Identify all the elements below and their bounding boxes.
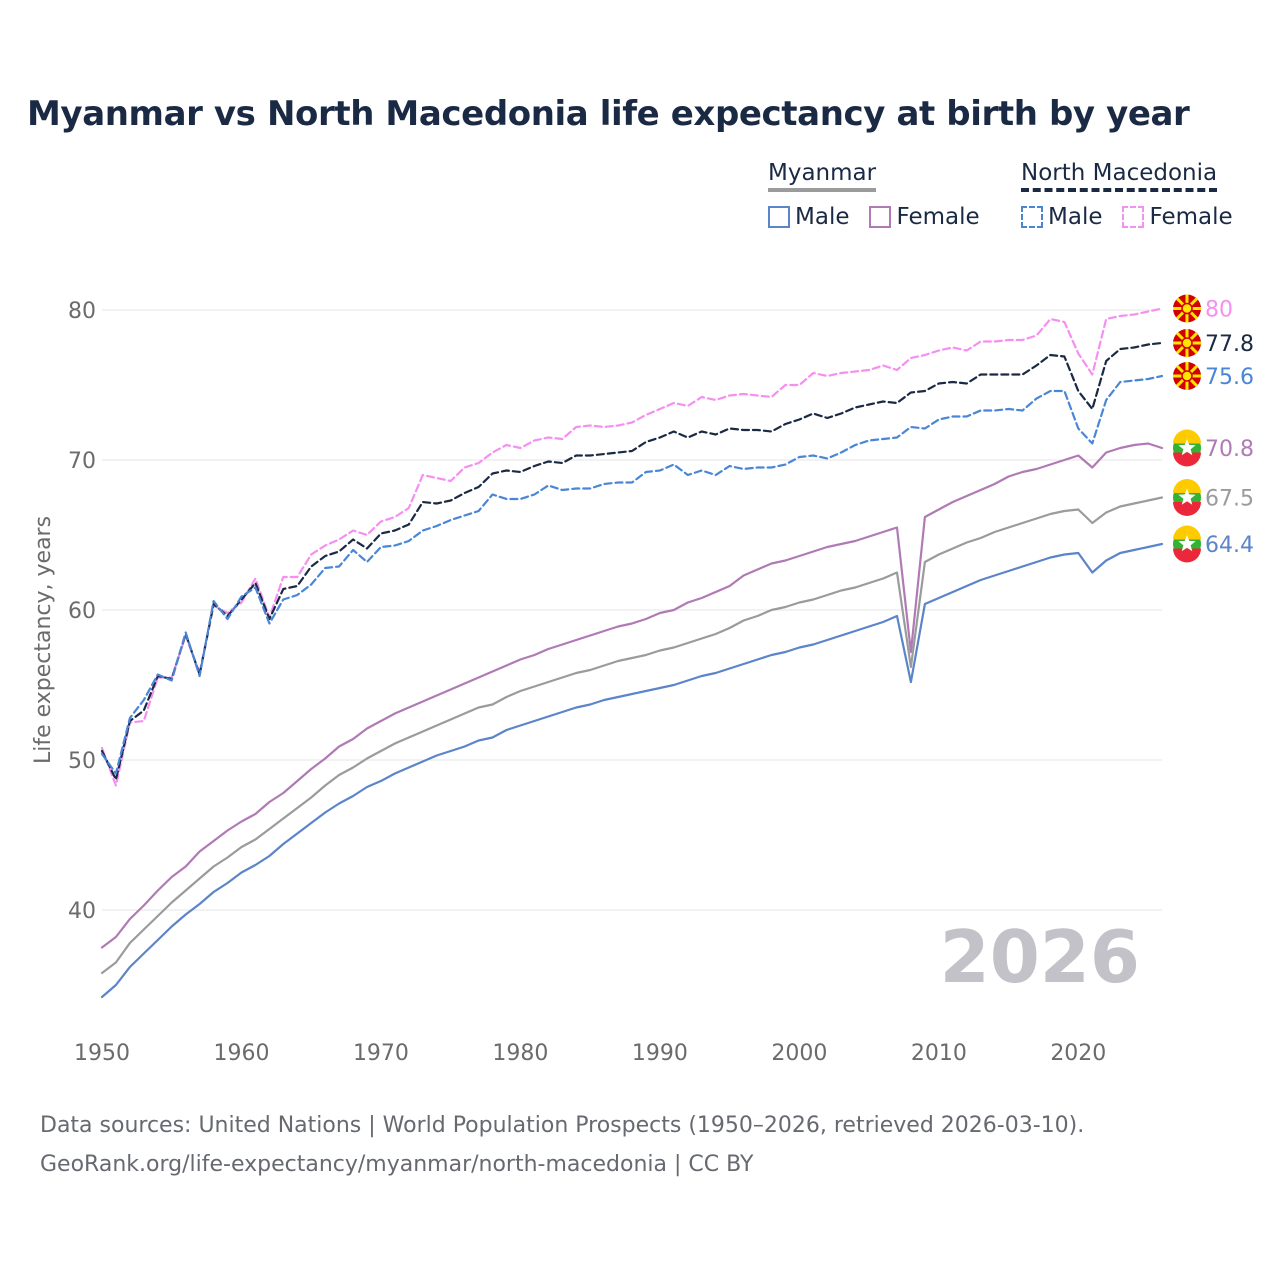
legend-myanmar-female[interactable]: Female [869,204,980,230]
series-line-myanmar-total[interactable] [100,496,1164,975]
flag-sun-disc [1181,370,1193,382]
legend-north-macedonia-male[interactable]: Male [1021,204,1102,230]
flag-star [1178,488,1196,505]
legend-north-macedonia-title: North Macedonia [1021,160,1218,192]
series-line-north-macedonia-total[interactable] [100,341,1164,781]
legend-myanmar-title: Myanmar [768,160,877,192]
y-tick-label: 80 [68,299,96,324]
legend-label: Female [1149,204,1233,230]
source-line-1: Data sources: United Nations | World Pop… [40,1113,1085,1138]
legend-north-macedonia: North Macedonia Male Female [1021,160,1233,230]
flag-band-yellow [1173,525,1201,540]
legend-myanmar-male[interactable]: Male [768,204,849,230]
chart-title: Myanmar vs North Macedonia life expectan… [27,94,1190,134]
year-watermark: 2026 [940,915,1140,999]
y-tick-label: 50 [68,749,96,774]
series-line-myanmar-female[interactable] [100,442,1164,949]
flag-band-yellow [1173,479,1201,493]
x-tick-label: 1950 [74,1041,130,1066]
source-line-2[interactable]: GeoRank.org/life-expectancy/myanmar/nort… [40,1152,754,1177]
flag-band-yellow [1173,429,1201,444]
legend-myanmar: Myanmar Male Female [768,160,980,230]
legend-label: Male [795,204,850,230]
y-axis-label: Life expectancy, years [31,516,56,764]
flag-star [1178,439,1196,456]
series-line-myanmar-male[interactable] [100,542,1164,999]
y-tick-label: 40 [68,899,96,924]
flag-sun-disc [1181,302,1193,315]
source-note: Data sources: United Nations | World Pop… [40,1106,1084,1184]
end-label-north-macedonia-female: 80 [1205,298,1233,323]
x-tick-label: 1970 [353,1041,409,1066]
legend-north-macedonia-female[interactable]: Female [1122,204,1233,230]
flag-star [1178,535,1196,552]
flag-band-red [1173,452,1201,467]
x-tick-label: 2020 [1050,1041,1106,1066]
series-line-north-macedonia-male[interactable] [100,374,1164,775]
end-label-north-macedonia-male: 75.6 [1205,365,1254,390]
legend-swatch-myanmar-female [869,206,892,228]
x-tick-label: 1990 [632,1041,688,1066]
flag-sun-disc [1181,337,1193,349]
legend-swatch-north-macedonia-male [1021,206,1043,228]
end-label-myanmar-male: 64.4 [1205,533,1254,558]
legend-label: Male [1048,204,1103,230]
legend-swatch-north-macedonia-female [1122,206,1145,228]
x-tick-label: 1960 [213,1041,269,1066]
flag-band-red [1173,548,1201,563]
y-tick-label: 70 [68,449,96,474]
x-tick-label: 2010 [911,1041,967,1066]
end-label-myanmar-female: 70.8 [1205,437,1254,462]
legend-label: Female [896,204,980,230]
x-tick-label: 1980 [492,1041,548,1066]
end-label-north-macedonia-total: 77.8 [1205,332,1254,357]
flag-band-red [1173,502,1201,516]
y-tick-label: 60 [68,599,96,624]
legend-swatch-myanmar-male [768,206,790,228]
x-tick-label: 2000 [771,1041,827,1066]
series-line-north-macedonia-female[interactable] [100,307,1164,787]
end-label-myanmar-total: 67.5 [1205,487,1254,512]
